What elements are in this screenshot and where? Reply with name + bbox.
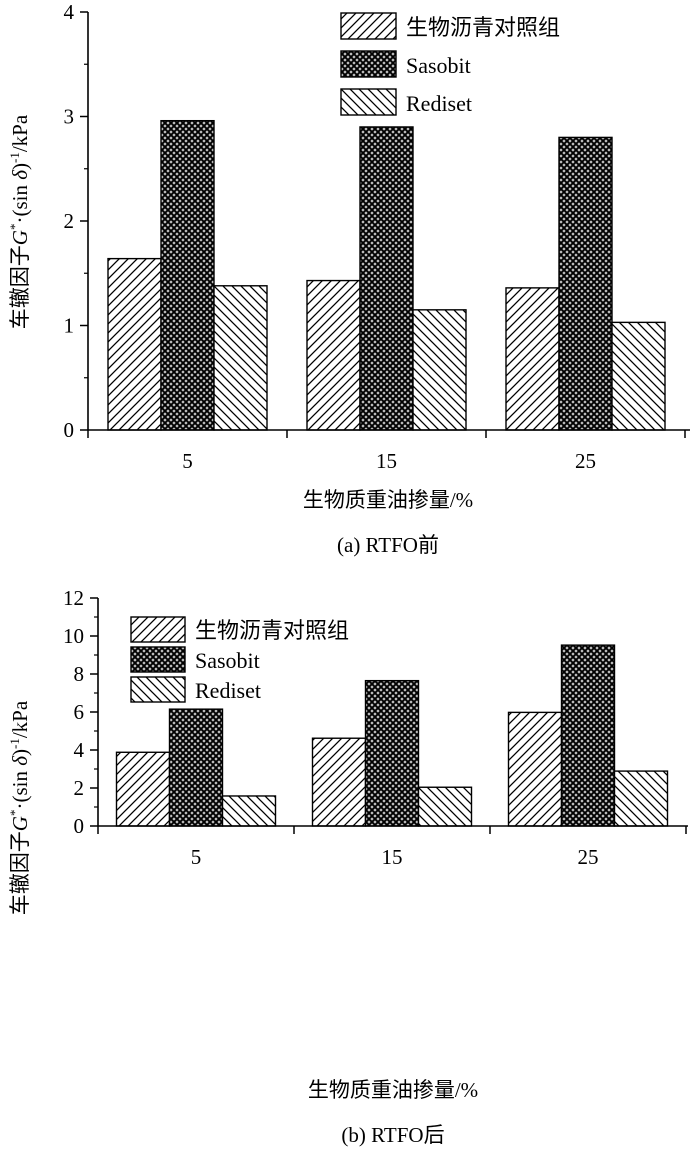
y-axis-label: 车辙因子G*·(sin δ)-1/kPa: [7, 700, 32, 915]
legend-swatch: [340, 50, 397, 78]
legend: 生物沥青对照组 Sasobit Rediset: [340, 12, 560, 116]
bar-sasobit-5: [160, 119, 215, 431]
legend-swatch: [130, 646, 186, 673]
y-tick-label: 3: [64, 105, 75, 129]
x-tick-label: 25: [575, 449, 596, 473]
bar-rediset-5: [221, 795, 277, 827]
y-tick-label: 2: [74, 776, 85, 800]
y-tick-label: 4: [74, 738, 85, 762]
y-tick-label: 0: [64, 418, 75, 442]
bar-rediset-15: [412, 309, 467, 431]
legend-swatch: [340, 12, 397, 40]
bars: [115, 644, 669, 827]
x-axis-label: 生物质重油掺量/%: [303, 488, 473, 512]
bars: [107, 119, 666, 431]
legend-swatch: [130, 676, 186, 703]
legend-label: 生物沥青对照组: [195, 618, 349, 643]
x-axis-label: 生物质重油掺量/%: [308, 1078, 478, 1102]
bar-rediset-25: [611, 321, 666, 431]
y-axis-label: 车辙因子G*·(sin δ)-1/kPa: [7, 114, 32, 329]
x-tick-label: 5: [191, 845, 202, 869]
bar-rediset-15: [417, 786, 473, 827]
bar-生物沥青对照组-15: [311, 737, 367, 827]
x-tick-label: 15: [376, 449, 397, 473]
svg-text:车辙因子G*·(sin δ)-1/kPa: 车辙因子G*·(sin δ)-1/kPa: [7, 700, 32, 915]
bar-sasobit-15: [364, 679, 420, 827]
legend-label: Rediset: [195, 678, 261, 703]
chart-caption: (b) RTFO后: [341, 1123, 444, 1147]
chart-b: 车辙因子G*·(sin δ)-1/kPa 生物质重油掺量/% (b) RTFO后…: [7, 586, 688, 1147]
svg-text:车辙因子G*·(sin δ)-1/kPa: 车辙因子G*·(sin δ)-1/kPa: [7, 114, 32, 329]
bar-sasobit-25: [560, 644, 616, 827]
chart-a: 车辙因子G*·(sin δ)-1/kPa 生物质重油掺量/% (a) RTFO前…: [7, 0, 690, 557]
legend: 生物沥青对照组 Sasobit Rediset: [130, 616, 349, 703]
bar-生物沥青对照组-25: [507, 711, 563, 827]
y-tick-label: 2: [64, 209, 75, 233]
bar-生物沥青对照组-15: [306, 279, 361, 431]
y-tick-label: 4: [64, 0, 75, 24]
bar-生物沥青对照组-5: [107, 257, 162, 431]
axes: 0 2 4 6 8 10 12 5 15 25: [63, 586, 688, 869]
y-tick-label: 6: [74, 700, 85, 724]
legend-label: Sasobit: [195, 648, 260, 673]
axes: 0 1 2 3 4 5 15 25: [64, 0, 690, 473]
bar-rediset-25: [613, 770, 669, 827]
bar-sasobit-25: [558, 136, 613, 431]
bar-sasobit-5: [168, 708, 224, 827]
x-tick-label: 15: [382, 845, 403, 869]
legend-swatch: [340, 88, 397, 116]
x-tick-label: 25: [578, 845, 599, 869]
bar-sasobit-15: [359, 126, 414, 431]
bar-生物沥青对照组-25: [505, 287, 560, 431]
x-tick-label: 5: [182, 449, 193, 473]
y-tick-label: 12: [63, 586, 84, 610]
chart-caption: (a) RTFO前: [337, 533, 439, 557]
legend-label: Sasobit: [406, 53, 471, 78]
y-tick-label: 8: [74, 662, 85, 686]
y-tick-label: 0: [74, 814, 85, 838]
y-tick-label: 10: [63, 624, 84, 648]
bar-rediset-5: [213, 285, 268, 431]
legend-label: Rediset: [406, 91, 472, 116]
legend-label: 生物沥青对照组: [406, 15, 560, 40]
y-tick-label: 1: [64, 314, 75, 338]
legend-swatch: [130, 616, 186, 643]
bar-生物沥青对照组-5: [115, 751, 171, 827]
